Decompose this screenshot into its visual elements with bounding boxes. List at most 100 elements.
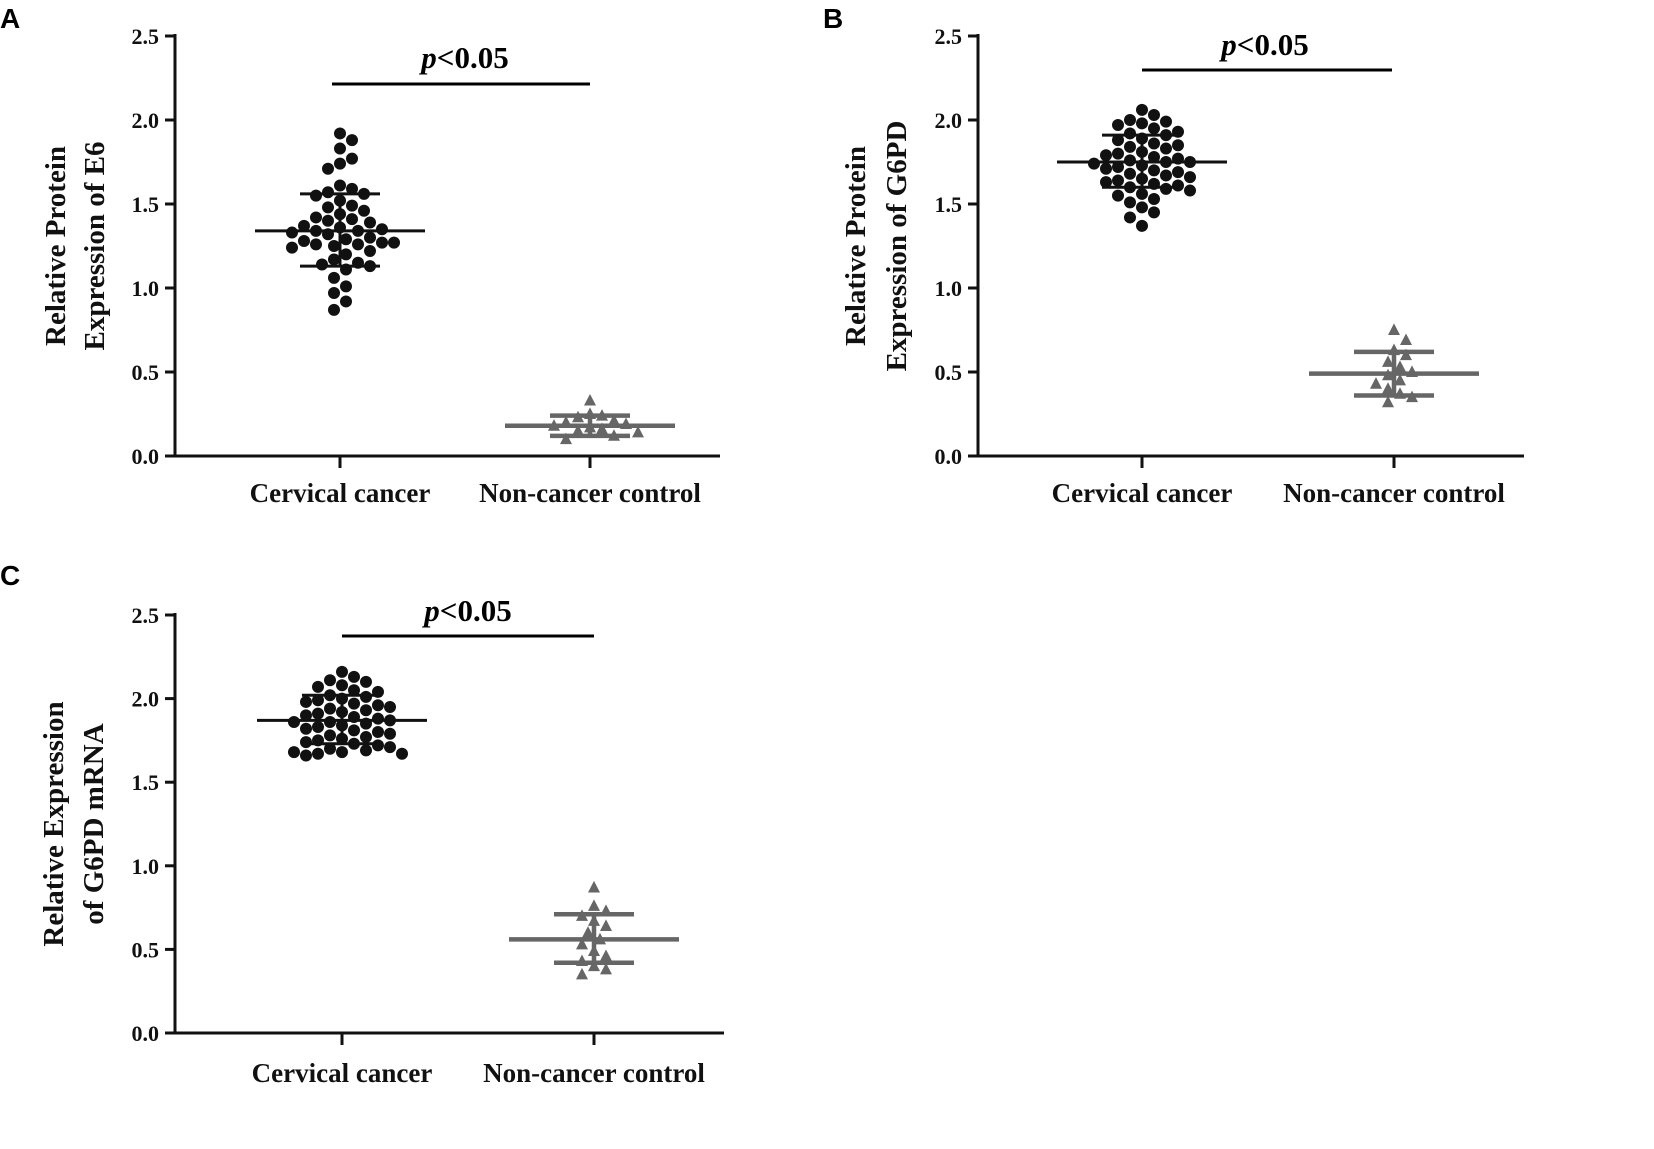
- data-point: [312, 694, 324, 707]
- data-point: [1124, 167, 1136, 180]
- data-point: [334, 157, 346, 170]
- y-axis-label: Relative Protein: [40, 146, 72, 346]
- data-point: [360, 704, 372, 717]
- data-point: [298, 234, 310, 247]
- y-tick-label: 0.5: [132, 360, 160, 385]
- data-point: [1370, 377, 1382, 389]
- significance-label: p<0.05: [1218, 27, 1308, 62]
- data-point: [1112, 189, 1124, 202]
- data-point: [310, 189, 322, 202]
- data-point: [1184, 171, 1196, 184]
- data-point: [346, 134, 358, 147]
- series-non-cancer-control: [505, 393, 675, 445]
- data-point: [312, 721, 324, 734]
- data-point: [286, 226, 298, 239]
- x-tick-label: Cervical cancer: [1052, 478, 1233, 508]
- data-point: [582, 926, 594, 938]
- data-point: [312, 680, 324, 693]
- data-point: [328, 253, 340, 266]
- data-point: [1112, 161, 1124, 174]
- p-symbol: p: [1218, 27, 1237, 62]
- data-point: [1112, 119, 1124, 132]
- series-cervical-cancer: [1057, 103, 1227, 232]
- data-point: [358, 204, 370, 217]
- data-point: [328, 271, 340, 284]
- y-axis-label: Expression of G6PD: [881, 121, 913, 372]
- data-point: [300, 736, 312, 749]
- data-point: [1388, 323, 1400, 335]
- data-point: [336, 746, 348, 759]
- data-point: [310, 238, 322, 251]
- data-point: [576, 967, 588, 980]
- data-point: [1124, 140, 1136, 153]
- data-point: [300, 722, 312, 735]
- data-point: [388, 236, 400, 249]
- series-cervical-cancer: [257, 665, 427, 762]
- data-point: [600, 962, 612, 975]
- data-point: [1124, 211, 1136, 224]
- y-tick-label: 1.5: [935, 192, 963, 217]
- data-point: [1124, 114, 1136, 126]
- data-point: [352, 238, 364, 251]
- data-point: [1148, 164, 1160, 177]
- data-point: [1148, 206, 1160, 219]
- data-point: [1136, 219, 1148, 232]
- data-point: [584, 393, 596, 406]
- data-point: [334, 127, 346, 140]
- data-point: [1148, 150, 1160, 163]
- data-point: [340, 295, 352, 308]
- data-point: [376, 223, 388, 236]
- data-point: [298, 219, 310, 232]
- data-point: [372, 699, 384, 712]
- y-tick-label: 2.0: [935, 108, 963, 133]
- data-point: [1124, 127, 1136, 140]
- data-point: [312, 747, 324, 760]
- data-point: [360, 690, 372, 703]
- data-point: [1148, 122, 1160, 135]
- panel-a: A 0.0 0.5 1.0 1.5 2.0 2.5 Cervical cancer Non-ca…: [0, 3, 720, 508]
- data-point: [1100, 162, 1112, 175]
- data-point: [324, 729, 336, 742]
- data-point: [346, 199, 358, 212]
- data-point: [300, 695, 312, 708]
- data-point: [340, 248, 352, 261]
- series-non-cancer-control: [509, 880, 679, 980]
- data-point: [1124, 196, 1136, 209]
- data-point: [348, 670, 360, 683]
- data-point: [588, 880, 600, 893]
- y-tick-label: 1.0: [935, 276, 963, 301]
- data-point: [346, 213, 358, 226]
- significance-label: p<0.05: [421, 593, 511, 628]
- data-point: [300, 749, 312, 762]
- data-point: [1124, 154, 1136, 167]
- data-point: [322, 214, 334, 227]
- data-point: [1400, 348, 1412, 361]
- data-point: [384, 727, 396, 740]
- data-point: [1112, 174, 1124, 187]
- data-point: [1184, 184, 1196, 197]
- data-point: [588, 959, 600, 972]
- y-axis-label: Relative Protein: [840, 146, 872, 346]
- data-point: [376, 236, 388, 249]
- panel-letter: A: [0, 3, 20, 34]
- data-point: [384, 700, 396, 713]
- x-tick-label: Non-cancer control: [483, 1058, 705, 1088]
- x-tick-label: Cervical cancer: [252, 1058, 433, 1088]
- y-tick-label: 2.0: [132, 687, 160, 712]
- data-point: [608, 414, 620, 426]
- data-point: [364, 231, 376, 244]
- data-point: [1382, 395, 1394, 408]
- data-point: [1136, 103, 1148, 116]
- data-point: [346, 152, 358, 165]
- data-point: [336, 679, 348, 692]
- data-point: [360, 731, 372, 744]
- data-point: [286, 241, 298, 254]
- y-tick-label: 0.0: [935, 444, 963, 469]
- data-point: [1382, 355, 1394, 367]
- data-point: [328, 287, 340, 300]
- data-point: [346, 182, 358, 195]
- data-point: [372, 726, 384, 739]
- data-point: [364, 245, 376, 258]
- data-point: [1136, 201, 1148, 214]
